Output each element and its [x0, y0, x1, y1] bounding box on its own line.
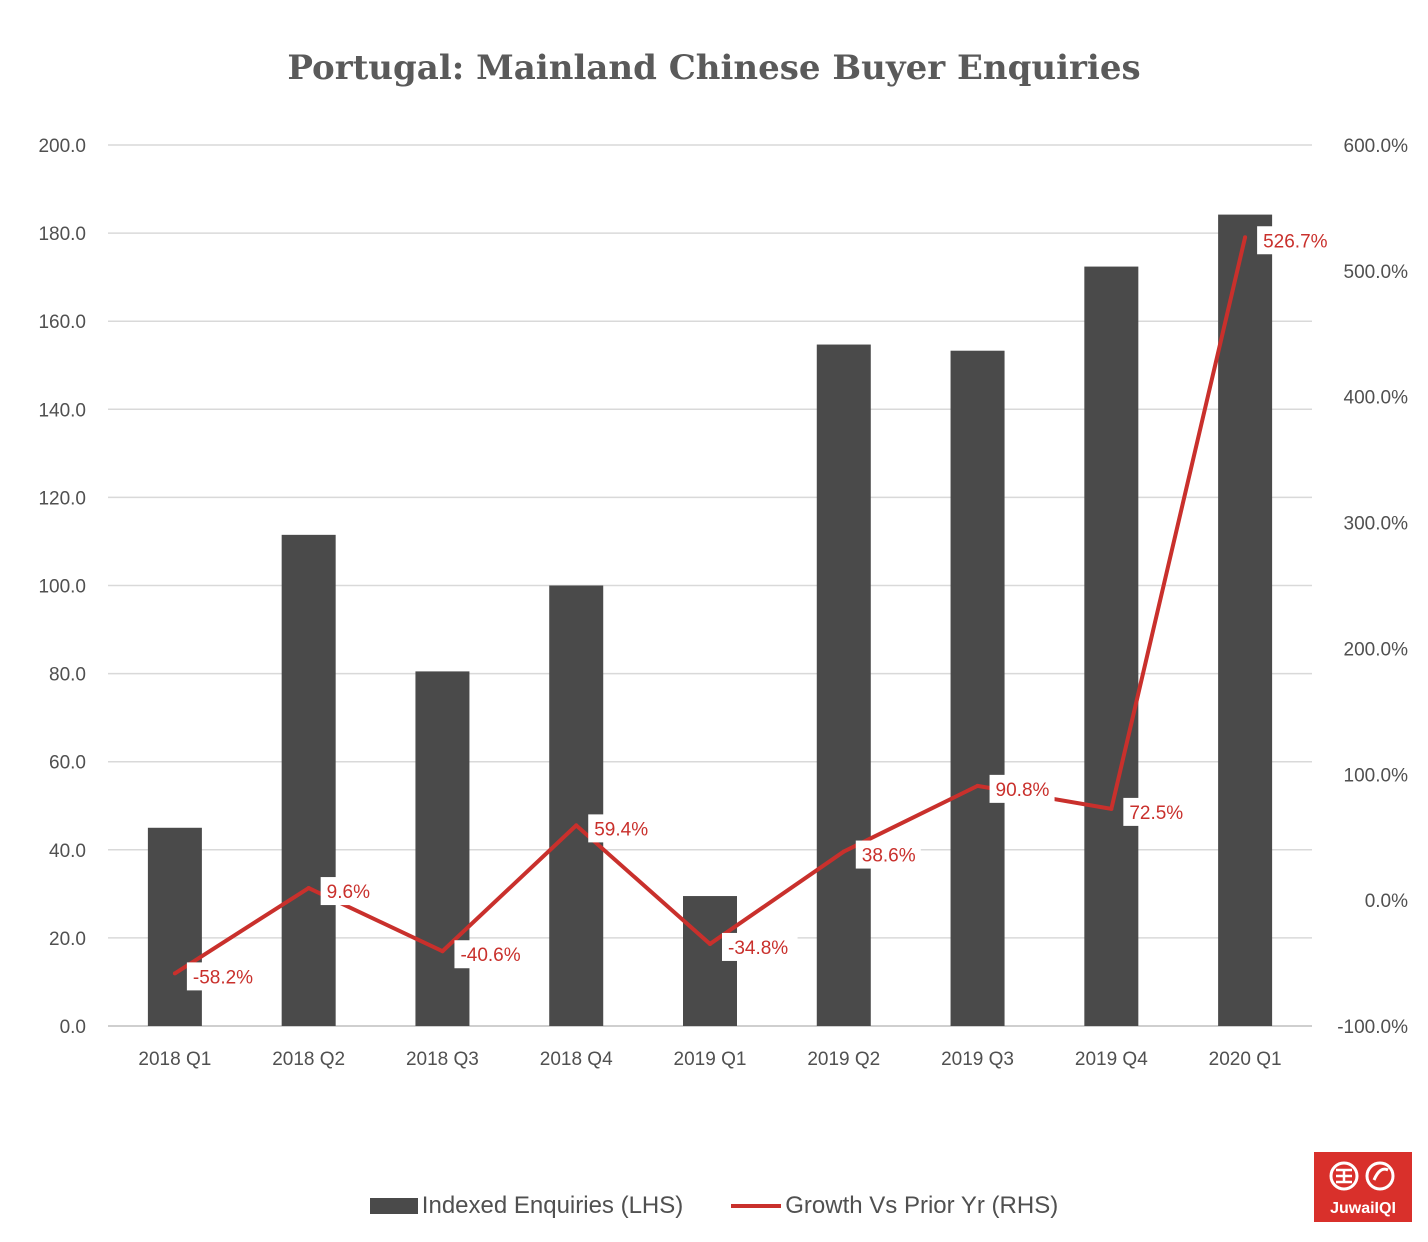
x-tick-label: 2018 Q3	[406, 1049, 479, 1070]
data-label: 90.8%	[996, 780, 1050, 801]
bar	[816, 344, 871, 1026]
data-label-bg	[989, 774, 1055, 803]
y-right-tick-label: 0.0%	[1365, 891, 1408, 912]
bar	[281, 534, 336, 1026]
data-label: 38.6%	[862, 846, 916, 867]
bar	[1218, 214, 1273, 1026]
data-label: -34.8%	[728, 938, 788, 959]
x-tick-label: 2018 Q2	[272, 1049, 345, 1070]
y-right-tick-label: 200.0%	[1344, 639, 1409, 660]
bar	[549, 585, 604, 1026]
data-label: -40.6%	[460, 945, 520, 966]
line-point	[708, 941, 712, 946]
line-point	[1243, 235, 1248, 240]
legend-label-bars: Indexed Enquiries (LHS)	[421, 1192, 684, 1219]
data-label-bg	[855, 840, 921, 869]
data-label: 72.5%	[1129, 803, 1183, 824]
y-left-tick-label: 40.0	[49, 841, 86, 862]
data-label: 9.6%	[327, 882, 370, 903]
y-right-tick-label: 100.0%	[1344, 765, 1409, 786]
bar	[415, 671, 470, 1026]
x-tick-label: 2019 Q1	[674, 1049, 747, 1070]
x-tick-label: 2019 Q4	[1075, 1049, 1148, 1070]
legend-swatch-bar	[369, 1198, 418, 1214]
y-left-tick-label: 20.0	[49, 929, 86, 950]
data-labels: -58.2% 9.6% -40.6% 59.4% -34.8% 38.6% 90.8% 72.…	[186, 226, 1333, 991]
legend-item-line: Growth Vs Prior Yr (RHS)	[731, 1192, 1058, 1220]
line-point	[1109, 806, 1114, 811]
y-left-tick-label: 140.0	[38, 400, 86, 421]
line-point	[172, 971, 177, 976]
y-left-tick-label: 120.0	[38, 488, 86, 509]
data-label-bg	[1257, 226, 1333, 255]
data-label-bg	[186, 962, 263, 991]
legend-swatch-line	[731, 1204, 782, 1208]
x-tick-label: 2019 Q2	[807, 1049, 880, 1070]
data-label-bg	[1123, 797, 1189, 826]
y-left-tick-label: 100.0	[38, 577, 86, 598]
data-label-bg	[454, 940, 531, 969]
juwai-iqi-logo: JuwaiIQI	[1314, 1152, 1412, 1222]
y-right-tick-label: 600.0%	[1344, 136, 1409, 157]
axes: 0.0 20.0 40.0 60.0 80.0 100.0 120.0 140.0 160.0 1…	[38, 136, 1408, 1070]
data-label-bg	[588, 814, 654, 843]
bar	[1084, 266, 1139, 1026]
y-left-tick-label: 160.0	[38, 312, 86, 333]
y-left-tick-label: 180.0	[38, 224, 86, 245]
logo-mark-icon	[1329, 1161, 1395, 1191]
x-tick-label: 2019 Q3	[941, 1049, 1014, 1070]
line-point	[841, 849, 846, 854]
data-label: 526.7%	[1263, 231, 1328, 252]
chart-title: Portugal: Mainland Chinese Buyer Enquiri…	[287, 48, 1141, 88]
bar	[950, 350, 1005, 1026]
y-left-tick-label: 200.0	[38, 136, 86, 157]
y-right-tick-label: -100.0%	[1337, 1017, 1408, 1038]
data-label: -58.2%	[193, 967, 253, 988]
logo-text: JuwaiIQI	[1330, 1200, 1396, 1217]
bar	[683, 896, 737, 1026]
legend: Indexed Enquiries (LHS) Growth Vs Prior …	[0, 1186, 1428, 1226]
legend-label-line: Growth Vs Prior Yr (RHS)	[785, 1192, 1059, 1219]
line-point	[440, 949, 445, 954]
data-label-bg	[722, 932, 798, 961]
line-point	[306, 886, 311, 891]
bar	[147, 827, 202, 1026]
x-tick-label: 2018 Q1	[138, 1049, 211, 1070]
data-label: 59.4%	[594, 819, 648, 840]
y-left-tick-label: 0.0	[60, 1017, 86, 1038]
bar-series	[147, 214, 1273, 1026]
line-series	[172, 235, 1248, 976]
y-left-tick-label: 80.0	[49, 665, 86, 686]
line-point	[975, 783, 980, 788]
y-right-tick-label: 300.0%	[1344, 514, 1409, 535]
x-tick-label: 2020 Q1	[1209, 1049, 1282, 1070]
y-right-tick-label: 500.0%	[1344, 262, 1409, 283]
x-tick-label: 2018 Q4	[540, 1049, 613, 1070]
legend-item-bars: Indexed Enquiries (LHS)	[369, 1192, 684, 1220]
line-point	[574, 823, 579, 828]
data-label-bg	[320, 877, 376, 906]
y-right-tick-label: 400.0%	[1344, 388, 1409, 409]
y-left-tick-label: 60.0	[49, 753, 86, 774]
